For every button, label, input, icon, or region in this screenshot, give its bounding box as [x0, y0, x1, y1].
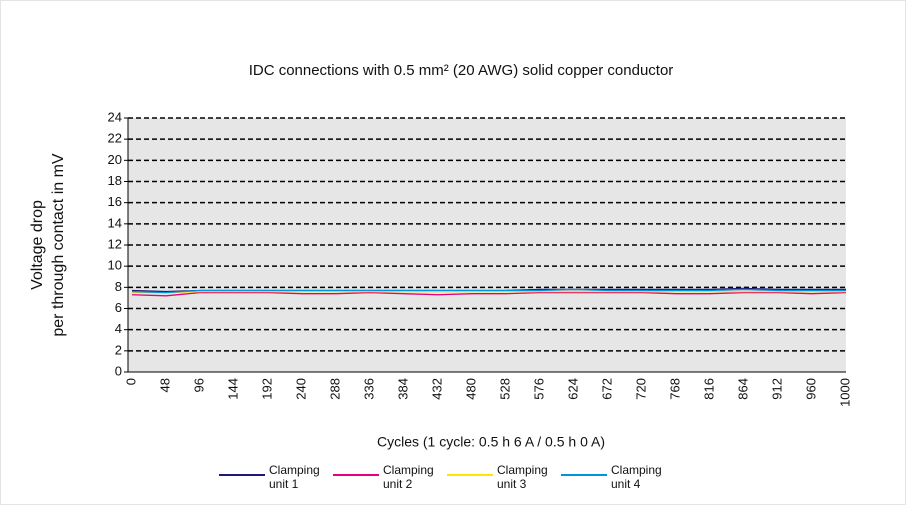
y-axis-label: per through contact in mV — [50, 153, 67, 337]
x-tick-label: 96 — [191, 378, 206, 392]
x-tick-label: 1000 — [837, 378, 852, 407]
x-tick-label: 480 — [463, 378, 478, 400]
x-tick-label: 816 — [701, 378, 716, 400]
x-tick-label: 672 — [599, 378, 614, 400]
x-tick-label: 720 — [633, 378, 648, 400]
y-tick-label: 18 — [108, 173, 122, 188]
plot-background — [128, 118, 846, 372]
legend-swatch — [219, 474, 265, 476]
x-tick-label: 384 — [395, 378, 410, 400]
x-tick-label: 912 — [769, 378, 784, 400]
x-tick-label: 576 — [531, 378, 546, 400]
legend-swatch — [561, 474, 607, 476]
data-line — [132, 290, 846, 294]
y-tick-label: 24 — [108, 109, 122, 124]
y-tick-label: 20 — [108, 152, 122, 167]
y-axis-label: Voltage drop — [29, 200, 46, 290]
data-line — [131, 291, 847, 297]
x-tick-label: 528 — [497, 378, 512, 400]
y-tick-label: 4 — [115, 321, 122, 336]
y-tick-label: 14 — [108, 215, 122, 230]
legend-item: Clamping unit 1 — [219, 463, 331, 491]
legend-swatch — [333, 474, 379, 476]
legend-item: Clamping unit 3 — [447, 463, 559, 491]
y-tick-label: 6 — [115, 300, 122, 315]
x-tick-label: 192 — [259, 378, 274, 400]
x-tick-label: 864 — [735, 378, 750, 400]
y-tick-label: 0 — [115, 363, 122, 378]
x-tick-label: 336 — [361, 378, 376, 400]
x-axis-label: Cycles (1 cycle: 0.5 h 6 A / 0.5 h 0 A) — [377, 434, 605, 450]
legend-label: Clamping unit 4 — [611, 463, 662, 491]
x-tick-label: 624 — [565, 378, 580, 400]
x-tick-label: 288 — [327, 378, 342, 400]
y-tick-label: 22 — [108, 131, 122, 146]
legend-swatch — [447, 474, 493, 476]
legend-item: Clamping unit 2 — [333, 463, 445, 491]
legend-label: Clamping unit 1 — [269, 463, 320, 491]
legend-item: Clamping unit 4 — [561, 463, 673, 491]
x-tick-label: 144 — [225, 378, 240, 400]
y-tick-label: 2 — [115, 342, 122, 357]
x-tick-label: 432 — [429, 378, 444, 400]
y-tick-label: 10 — [108, 258, 122, 273]
legend-label: Clamping unit 2 — [383, 463, 434, 491]
data-line — [131, 288, 846, 294]
y-tick-label: 8 — [115, 279, 122, 294]
x-tick-label: 960 — [803, 378, 818, 400]
chart-title: IDC connections with 0.5 mm² (20 AWG) so… — [249, 62, 674, 79]
y-tick-label: 12 — [108, 236, 122, 251]
legend-label: Clamping unit 3 — [497, 463, 548, 491]
x-tick-label: 768 — [667, 378, 682, 400]
x-tick-label: 0 — [123, 378, 138, 385]
x-tick-label: 48 — [157, 378, 172, 392]
x-tick-label: 240 — [293, 378, 308, 400]
y-tick-label: 16 — [108, 194, 122, 209]
